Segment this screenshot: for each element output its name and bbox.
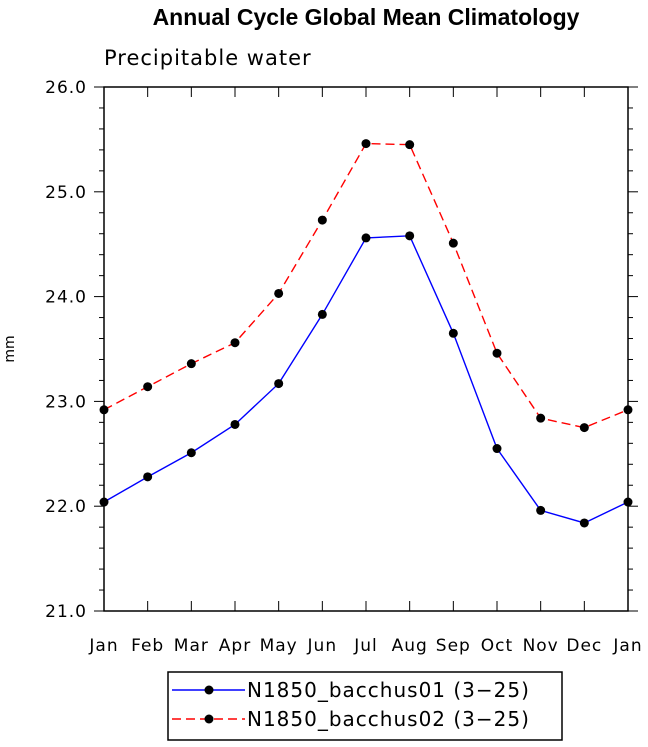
series-2-point [579, 423, 589, 433]
series-1-point [143, 472, 153, 482]
series-2-point [317, 215, 327, 225]
series-2-point [186, 359, 196, 369]
series-layer [99, 139, 633, 528]
y-tick-label: 24.0 [45, 288, 87, 308]
series-1-point [317, 309, 327, 319]
series-1-point [536, 505, 546, 515]
legend: N1850_bacchus01 (3−25) N1850_bacchus02 (3… [167, 671, 563, 741]
y-axis-label: mm [2, 335, 18, 362]
x-tick-label: Nov [523, 636, 559, 656]
series-2-point [536, 413, 546, 423]
x-tick-label: Jan [612, 636, 642, 656]
series-1-point [361, 233, 371, 243]
chart-subtitle: Precipitable water [104, 46, 312, 70]
series-1-point [579, 518, 589, 528]
legend-marker-1 [204, 685, 214, 695]
chart-title: Annual Cycle Global Mean Climatology [153, 4, 580, 30]
series-line-2 [103, 142, 629, 429]
x-tick-label: Jan [88, 636, 118, 656]
y-tick-label: 26.0 [45, 78, 87, 98]
series-2-point [448, 238, 458, 248]
series-2-point [230, 338, 240, 348]
y-tick-label: 23.0 [45, 392, 87, 412]
x-tick-label: Feb [131, 636, 164, 656]
series-2-point [361, 139, 371, 149]
series-2-point [274, 288, 284, 298]
x-tick-label: Jun [307, 636, 338, 656]
series-1-point [448, 328, 458, 338]
series-1-point [492, 444, 502, 454]
x-tick-label: Oct [481, 636, 513, 656]
x-tick-label: Mar [174, 636, 209, 656]
legend-marker-2 [204, 714, 214, 724]
series-1-point [405, 231, 415, 241]
series-line-1 [103, 235, 629, 524]
x-tick-label: Sep [436, 636, 471, 656]
x-tick-label: Dec [566, 636, 602, 656]
legend-label-2: N1850_bacchus02 (3−25) [247, 707, 530, 731]
ticks-layer: Jan Feb Mar Apr May Jun Jul Aug Sep Oct Nov Dec Jan2… [45, 78, 642, 656]
series-1-point [274, 379, 284, 389]
plot-frame [103, 86, 629, 612]
series-1-point [186, 448, 196, 458]
series-2-point [143, 382, 153, 392]
legend-items: N1850_bacchus01 (3−25) N1850_bacchus02 (3… [172, 678, 530, 731]
x-tick-label: Jul [353, 636, 378, 656]
x-tick-label: Apr [219, 636, 251, 656]
legend-box [167, 671, 563, 741]
series-2-point [405, 140, 415, 150]
legend-label-1: N1850_bacchus01 (3−25) [247, 678, 530, 702]
series-1-point [230, 419, 240, 429]
y-tick-label: 21.0 [45, 602, 87, 622]
x-tick-label: May [260, 636, 298, 656]
x-tick-label: Aug [392, 636, 428, 656]
y-tick-label: 22.0 [45, 497, 87, 517]
series-2-point [492, 348, 502, 358]
y-tick-label: 25.0 [45, 183, 87, 203]
